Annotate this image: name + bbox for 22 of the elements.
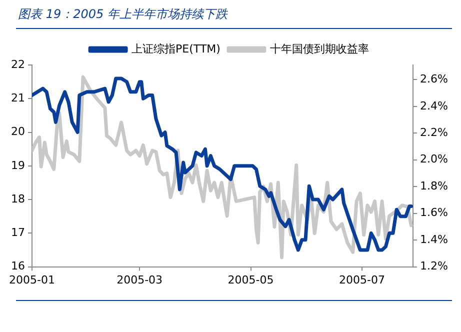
y-tick-label: 21 xyxy=(10,91,25,104)
y-tick-label: 18 xyxy=(10,192,25,206)
x-tick-label: 2005-01 xyxy=(9,273,55,286)
x-tick-label: 2005-05 xyxy=(228,273,274,286)
chart-title: 图表 19：2005 年上半年市场持续下跌 xyxy=(18,6,228,23)
y2-tick-label: 1.6% xyxy=(420,206,448,220)
y-tick-label: 22 xyxy=(10,58,25,71)
y-tick-label: 19 xyxy=(10,158,25,172)
x-tick-label: 2005-03 xyxy=(116,273,163,286)
y2-tick-label: 2.2% xyxy=(420,126,448,140)
legend-label: 上证综指PE(TTM) xyxy=(132,42,220,56)
y2-tick-label: 2.6% xyxy=(420,72,448,86)
x-tick-label: 2005-07 xyxy=(339,273,385,286)
y2-tick-label: 1.8% xyxy=(420,179,448,192)
y2-tick-label: 1.2% xyxy=(420,260,448,273)
y2-tick-label: 1.4% xyxy=(420,232,448,246)
y-tick-label: 16 xyxy=(10,260,25,273)
y-tick-label: 20 xyxy=(10,125,25,138)
y2-tick-label: 2.0% xyxy=(420,152,448,166)
y-tick-label: 17 xyxy=(10,226,25,240)
y2-tick-label: 2.4% xyxy=(420,99,448,112)
legend-label: 十年国债到期收益率 xyxy=(270,42,369,56)
